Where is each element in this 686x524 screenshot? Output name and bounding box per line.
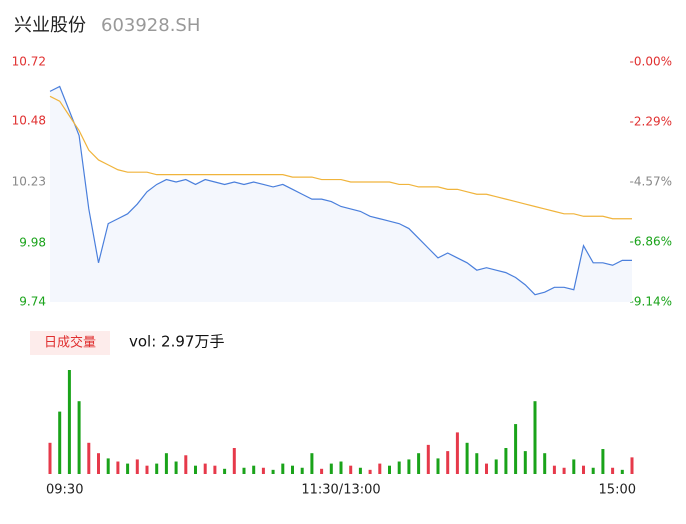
volume-bar (591, 467, 595, 474)
y2-tick-label: -4.57% (630, 175, 672, 189)
volume-tag: 日成交量 (44, 335, 96, 351)
volume-bar (514, 424, 518, 474)
volume-bar (475, 453, 479, 474)
volume-text: vol: 2.97万手 (129, 333, 224, 351)
x-tick-label: 11:30/13:00 (301, 483, 380, 498)
volume-bar (203, 463, 207, 474)
stock-code: 603928.SH (101, 15, 200, 36)
volume-bar (620, 469, 624, 474)
volume-bar (417, 453, 421, 474)
volume-bar (135, 459, 139, 474)
volume-bar (281, 463, 285, 474)
y-tick-label: 10.23 (12, 175, 46, 189)
volume-bar (291, 465, 294, 474)
volume-bar (582, 465, 585, 474)
volume-bar (116, 461, 120, 474)
volume-bar (106, 458, 110, 474)
volume-bar (232, 448, 236, 474)
volume-bar (494, 459, 498, 474)
y-tick-label: 10.48 (12, 113, 46, 127)
volume-bar (174, 461, 178, 474)
volume-bar (67, 370, 71, 474)
volume-bar (252, 465, 256, 474)
price-line (49, 85, 632, 296)
volume-bar (630, 457, 634, 474)
volume-bar (388, 465, 391, 474)
volume-bar (552, 465, 556, 474)
y-tick-label: 9.98 (19, 236, 46, 250)
volume-bar (213, 465, 217, 474)
volume-bar (465, 442, 469, 474)
y2-tick-label: -0.00% (630, 55, 672, 69)
volume-bar (320, 468, 324, 474)
volume-bar (572, 459, 576, 474)
volume-bar (310, 453, 314, 474)
price-area (50, 86, 632, 302)
volume-bar (339, 461, 343, 474)
volume-bar (349, 465, 353, 474)
volume-bar (611, 467, 615, 474)
volume-bar (145, 465, 149, 474)
y-tick-label: 10.72 (12, 55, 46, 69)
volume-bar (436, 458, 440, 474)
y2-tick-label: -2.29% (630, 115, 672, 129)
volume-bar (261, 467, 265, 474)
volume-bar (543, 453, 547, 474)
volume-bar (329, 463, 333, 474)
volume-bar (87, 442, 91, 474)
volume-bar (164, 453, 168, 474)
x-tick-label: 09:30 (46, 483, 83, 498)
volume-bar (378, 463, 382, 474)
volume-bar (77, 401, 81, 474)
volume-bar (407, 459, 411, 474)
volume-bar (126, 463, 130, 474)
volume-bar (155, 463, 159, 474)
volume-bar (271, 469, 275, 474)
volume-bar (562, 467, 566, 474)
average-line (49, 95, 632, 220)
volume-bar (533, 401, 537, 474)
volume-bar (194, 465, 197, 474)
volume-bar (358, 467, 362, 474)
volume-bar (485, 463, 488, 474)
volume-bar (300, 467, 304, 474)
volume-bar (446, 451, 450, 474)
y2-tick-label: -6.86% (630, 235, 672, 249)
x-tick-label: 15:00 (599, 483, 636, 498)
stock-name: 兴业股份 (14, 15, 86, 36)
volume-bar (601, 449, 605, 474)
volume-tag-bg (30, 331, 110, 355)
volume-bar (223, 468, 227, 474)
volume-bar (455, 432, 459, 474)
volume-bar (97, 453, 100, 474)
volume-bar (504, 448, 508, 474)
volume-bar (242, 467, 246, 474)
y-tick-label: 9.74 (19, 295, 46, 309)
volume-bar (397, 461, 401, 474)
volume-bar (426, 444, 430, 474)
volume-bar (184, 455, 188, 474)
volume-bar (523, 451, 527, 474)
volume-bar (48, 442, 52, 474)
volume-bar (58, 411, 62, 474)
y2-tick-label: -9.14% (630, 295, 672, 309)
volume-bar (368, 469, 372, 474)
